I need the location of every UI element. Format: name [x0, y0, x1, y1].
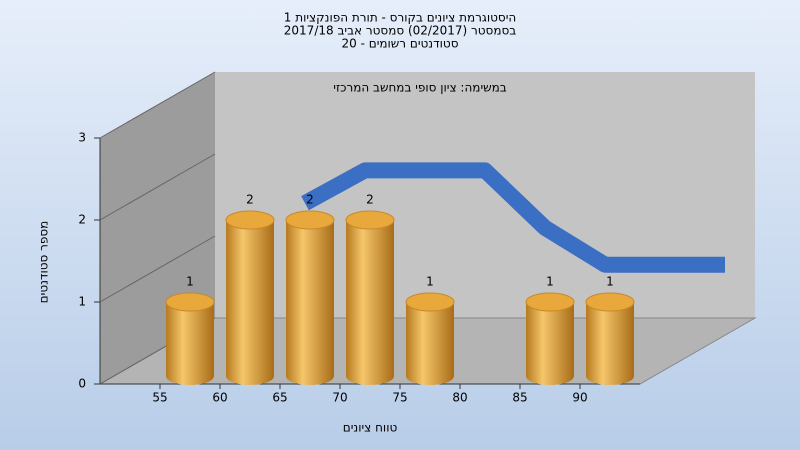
y-tick-label: 1	[78, 295, 86, 309]
x-tick-label: 75	[392, 391, 407, 405]
bar	[226, 220, 274, 385]
bar-top	[225, 210, 275, 230]
bar	[166, 302, 214, 385]
y-tick-label: 3	[78, 131, 86, 145]
x-tick-label: 85	[512, 391, 527, 405]
title-line: סטודנטים רשומים - 20	[341, 37, 458, 51]
value-label: 2	[366, 193, 374, 207]
x-tick-label: 60	[212, 391, 227, 405]
y-tick-label: 2	[78, 213, 86, 227]
grid-line	[99, 235, 216, 303]
bar	[346, 220, 394, 385]
x-tick-label: 65	[272, 391, 287, 405]
value-label: 2	[306, 193, 314, 207]
y-axis-label: מספר סטודנטים	[37, 221, 51, 304]
bar	[406, 302, 454, 385]
value-label: 2	[246, 193, 254, 207]
bar	[586, 302, 634, 385]
curve-ribbon	[301, 162, 725, 273]
bar-top	[165, 292, 215, 312]
bar	[526, 302, 574, 385]
value-label: 1	[606, 275, 614, 289]
value-label: 1	[186, 275, 194, 289]
subtitle: במשימה: ציון סופי במחשב המרכזי	[333, 81, 507, 95]
x-tick-label: 80	[452, 391, 467, 405]
x-tick-label: 55	[152, 391, 167, 405]
x-tick-label: 70	[332, 391, 347, 405]
grid-line	[99, 71, 216, 139]
bar-top	[285, 210, 335, 230]
bar-top	[525, 292, 575, 312]
x-tick-label: 90	[572, 391, 587, 405]
x-axis-label: טווח ציונים	[343, 421, 398, 435]
bar-top	[345, 210, 395, 230]
bar-top	[405, 292, 455, 312]
y-tick-label: 0	[78, 377, 86, 391]
value-label: 1	[426, 275, 434, 289]
title-line: בסמסטר (02/2017) סמסטר אביב 2017/18	[284, 24, 516, 38]
grid-line	[99, 153, 216, 221]
title-line: היסטוגרמת ציונים בקורס - תורת הפונקציות …	[284, 11, 516, 25]
bar	[286, 220, 334, 385]
bar-top	[585, 292, 635, 312]
value-label: 1	[546, 275, 554, 289]
